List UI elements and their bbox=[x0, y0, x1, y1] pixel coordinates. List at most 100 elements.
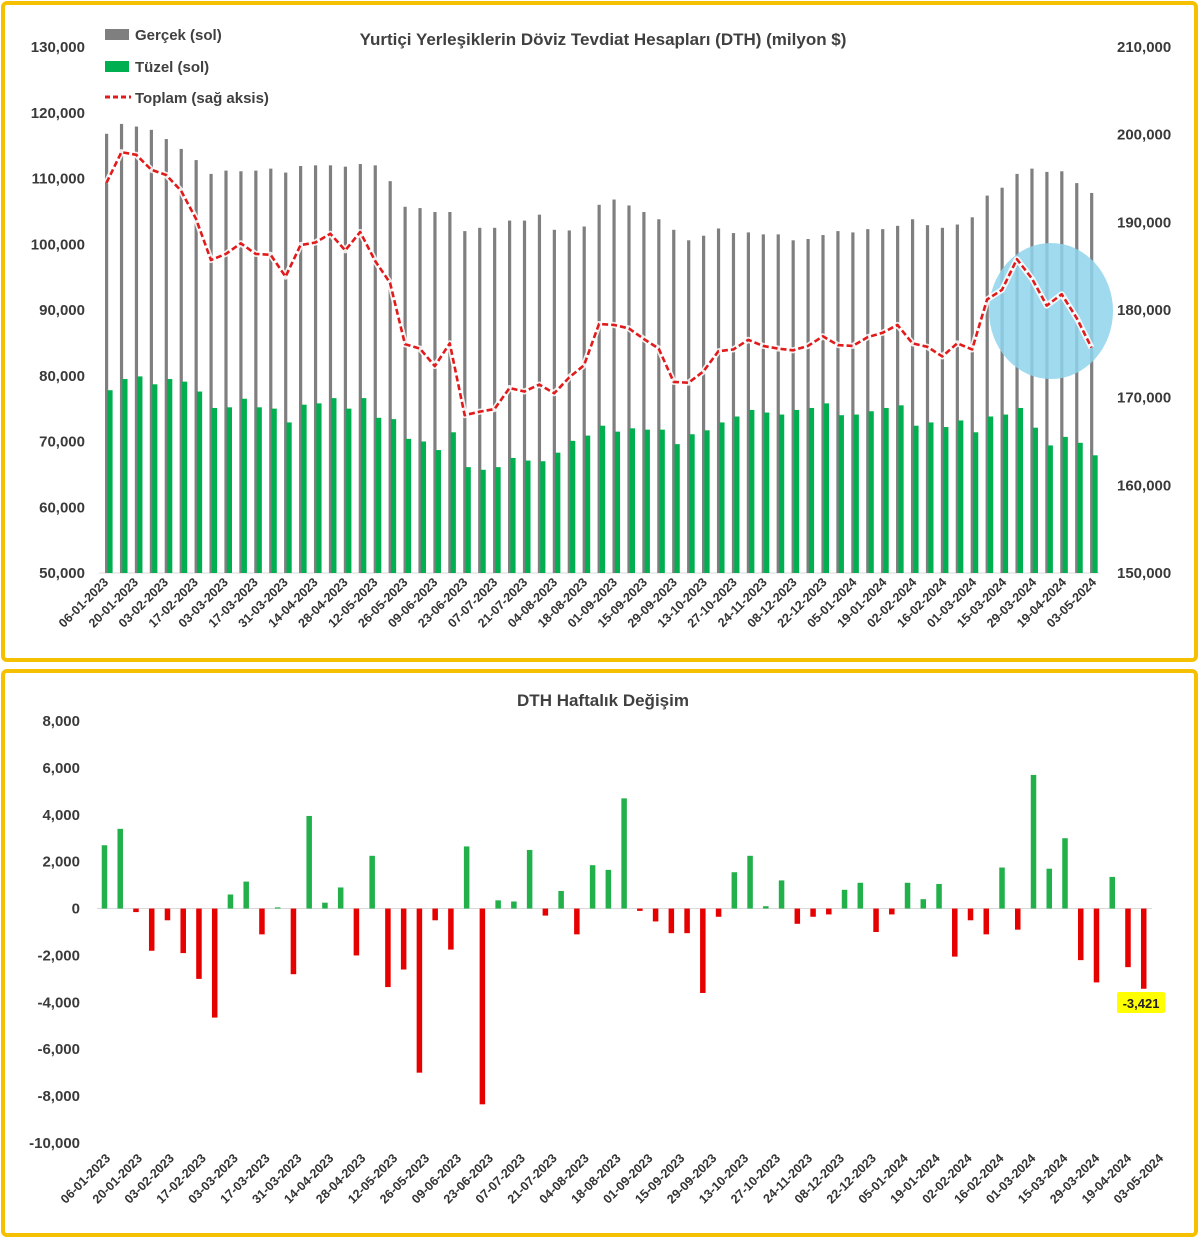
gercek-bar bbox=[418, 208, 422, 573]
gercek-bar bbox=[910, 219, 915, 573]
tuzel-bar bbox=[749, 409, 755, 573]
tuzel-bar bbox=[211, 407, 218, 573]
gercek-bar bbox=[373, 165, 377, 573]
gercek-bar bbox=[985, 195, 989, 573]
positive-change-bar bbox=[763, 906, 769, 909]
negative-change-bar bbox=[432, 908, 438, 921]
gercek-bar bbox=[313, 165, 318, 573]
tuzel-bar bbox=[838, 415, 844, 573]
gercek-bar bbox=[119, 123, 124, 574]
bottom-y-tick: 6,000 bbox=[42, 760, 80, 777]
positive-change-bar bbox=[227, 894, 234, 909]
tuzel-bar bbox=[1032, 427, 1038, 573]
tuzel-bar bbox=[241, 398, 247, 573]
tuzel-bar bbox=[182, 381, 188, 573]
gercek-bar bbox=[821, 235, 825, 574]
bottom-y-tick: -6,000 bbox=[37, 1041, 80, 1058]
gercek-bar bbox=[702, 235, 706, 573]
bottom-chart-title: DTH Haftalık Değişim bbox=[517, 691, 689, 710]
tuzel-bar bbox=[868, 411, 874, 573]
tuzel-bar bbox=[704, 430, 710, 573]
negative-change-bar bbox=[574, 908, 580, 935]
negative-change-bar bbox=[952, 908, 958, 957]
tuzel-bar bbox=[316, 403, 322, 573]
tuzel-bar bbox=[734, 416, 740, 573]
positive-change-bar bbox=[1062, 838, 1068, 909]
tuzel-bar bbox=[226, 407, 232, 573]
gercek-bar bbox=[881, 229, 885, 573]
negative-change-bar bbox=[1125, 908, 1131, 968]
tuzel-bar bbox=[286, 422, 292, 573]
negative-change-bar bbox=[479, 908, 486, 1105]
gercek-bar bbox=[851, 232, 855, 574]
negative-change-bar bbox=[416, 908, 423, 1073]
tuzel-bar bbox=[988, 416, 994, 573]
positive-change-bar bbox=[463, 846, 470, 909]
bottom-chart-panel: 8,000 6,000 4,000 2,000 0 -2,000 -4,000 -6,000 -… bbox=[1, 669, 1198, 1237]
tuzel-bar bbox=[913, 425, 919, 573]
gercek-bar bbox=[403, 206, 407, 573]
gercek-bar bbox=[478, 227, 482, 573]
positive-change-bar bbox=[274, 907, 281, 909]
tuzel-bar bbox=[689, 434, 695, 573]
tuzel-bar bbox=[256, 407, 262, 573]
negative-change-bar bbox=[148, 908, 155, 951]
positive-change-bar bbox=[920, 899, 927, 909]
positive-change-bar bbox=[857, 882, 864, 909]
gercek-bar bbox=[866, 229, 870, 573]
tuzel-bar bbox=[167, 379, 173, 573]
positive-change-bar bbox=[841, 889, 848, 909]
positive-change-bar bbox=[1046, 868, 1053, 909]
tuzel-bar bbox=[405, 438, 412, 573]
positive-change-bar bbox=[1109, 876, 1115, 909]
tuzel-bar bbox=[301, 404, 307, 573]
tuzel-bar bbox=[376, 417, 382, 573]
negative-change-bar bbox=[826, 908, 832, 915]
negative-change-bar bbox=[400, 908, 407, 970]
top-right-y-tick: 150,000 bbox=[1117, 565, 1171, 582]
tuzel-bar bbox=[928, 422, 934, 573]
dth-stock-chart: 50,000 60,000 70,000 80,000 90,000 100,000 110… bbox=[31, 27, 1171, 630]
positive-change-bar bbox=[243, 881, 249, 909]
top-left-y-tick: 50,000 bbox=[39, 565, 85, 582]
top-left-y-tick: 60,000 bbox=[39, 499, 85, 516]
gercek-bar bbox=[970, 217, 974, 574]
legend-swatch-tuzel bbox=[105, 61, 129, 72]
tuzel-bar bbox=[1002, 414, 1009, 573]
tuzel-bar bbox=[674, 444, 680, 573]
gercek-bar bbox=[299, 166, 303, 573]
gercek-bar bbox=[672, 229, 676, 574]
negative-change-bar bbox=[1077, 908, 1084, 961]
negative-change-bar bbox=[652, 908, 659, 922]
gercek-bar bbox=[209, 173, 213, 573]
negative-change-bar bbox=[684, 908, 690, 934]
negative-change-bar bbox=[542, 908, 549, 916]
tuzel-bar bbox=[585, 435, 591, 573]
tuzel-bar bbox=[808, 407, 815, 573]
positive-change-bar bbox=[558, 890, 564, 909]
tuzel-bar bbox=[152, 384, 158, 573]
tuzel-bar bbox=[525, 460, 531, 573]
tuzel-bar bbox=[883, 407, 889, 573]
tuzel-bar bbox=[361, 398, 367, 573]
bottom-y-tick: 8,000 bbox=[42, 713, 80, 730]
bottom-y-tick: 0 bbox=[72, 901, 80, 918]
gercek-bar bbox=[388, 181, 392, 573]
top-right-y-tick: 200,000 bbox=[1117, 127, 1171, 144]
gercek-bar bbox=[1075, 183, 1079, 573]
tuzel-bar bbox=[779, 414, 785, 573]
negative-change-bar bbox=[385, 908, 391, 988]
negative-change-bar bbox=[259, 908, 265, 935]
negative-change-bar bbox=[700, 908, 706, 993]
tuzel-bar bbox=[973, 432, 979, 573]
negative-change-bar bbox=[889, 908, 895, 915]
tuzel-bar bbox=[853, 414, 859, 573]
tuzel-bar bbox=[1017, 407, 1024, 573]
tuzel-bar bbox=[435, 450, 441, 573]
gercek-bar bbox=[194, 160, 198, 573]
gercek-bar bbox=[284, 172, 288, 573]
gercek-bar bbox=[746, 232, 750, 574]
positive-change-bar bbox=[904, 882, 911, 909]
positive-change-bar bbox=[337, 887, 344, 909]
gercek-bar bbox=[493, 227, 497, 573]
